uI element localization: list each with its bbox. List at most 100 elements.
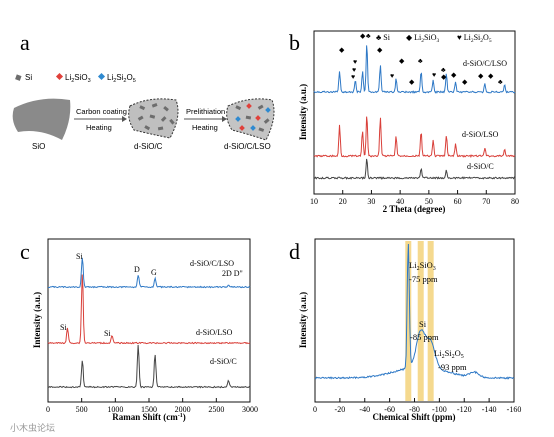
x-tick-label: -20 bbox=[335, 405, 346, 414]
sio-label: SiO bbox=[32, 142, 45, 151]
peak-marker: ♥ bbox=[352, 66, 356, 74]
x-tick-label: -160 bbox=[507, 405, 522, 414]
panel-b: b 10 20 30 40 50 60 70 80 2 Theta (degree) Inte… bbox=[289, 30, 519, 214]
panel-a-letter: a bbox=[20, 30, 30, 55]
x-tick-label: -100 bbox=[432, 405, 447, 414]
panel-d-ann-li2si2o5: Li2Si2O5 bbox=[434, 348, 464, 360]
li2sio3-legend-marker bbox=[55, 72, 64, 81]
x-tick-label: 80 bbox=[511, 197, 519, 206]
x-tick-label: 20 bbox=[339, 197, 347, 206]
club-icon: ♣ bbox=[376, 33, 382, 42]
panel-d-ann-si: Si bbox=[419, 319, 427, 329]
panel-b-peak-markers: ◆ ♥ ♥ ♥ ◆ ♣ ◆ ♥ ◆ ◆ ♣ ♥ ♣ ◆ ◆ ◆ ◆ ◆ ♣ bbox=[339, 32, 503, 86]
x-tick-label: -140 bbox=[482, 405, 497, 414]
peak-marker: ◆ bbox=[451, 71, 457, 79]
x-tick-label: 0 bbox=[46, 405, 50, 414]
panel-d-x-axis-label: Chemical Shift (ppm) bbox=[373, 412, 456, 422]
diamond-icon: ◆ bbox=[406, 33, 413, 42]
li2sio3-legend-label: Li2SiO3 bbox=[65, 73, 91, 84]
panel-d-highlights bbox=[405, 241, 434, 401]
panel-b-frame bbox=[313, 30, 516, 195]
panel-b-letter: b bbox=[289, 30, 300, 55]
peak-marker: ♣ bbox=[366, 32, 371, 40]
peak-marker: ◆ bbox=[488, 72, 494, 80]
peak-marker: ♣ bbox=[498, 78, 503, 86]
x-tick-label: -120 bbox=[457, 405, 472, 414]
panel-d-ann-si-ppm: -85 ppm bbox=[410, 332, 439, 342]
step2-arrowhead bbox=[222, 116, 227, 122]
panel-b-series-label-lso-c: d-SiO/C/LSO bbox=[463, 59, 507, 68]
peak-marker: ◆ bbox=[399, 57, 405, 65]
series-line bbox=[314, 243, 515, 380]
series-line bbox=[47, 344, 251, 389]
panel-c-letter: c bbox=[20, 239, 30, 264]
li2si2o5-legend-label: Li2Si2O5 bbox=[107, 73, 136, 84]
peak-marker: ♣ bbox=[418, 57, 423, 65]
peak-marker: ♥ bbox=[351, 73, 355, 81]
d-sio-c-lso-label: d-SiO/C/LSO bbox=[224, 142, 271, 151]
step1-arrowhead bbox=[122, 116, 127, 122]
x-tick-label: 2000 bbox=[175, 405, 191, 414]
panel-c-curves bbox=[47, 257, 251, 389]
li2si2o5-legend-marker bbox=[97, 72, 106, 81]
step2-top-label: Prelithiation bbox=[186, 107, 225, 116]
d-sio-c-lso-grains bbox=[235, 103, 271, 132]
x-tick-label: 0 bbox=[313, 405, 317, 414]
panel-c-x-axis-label: Raman Shift (cm-1) bbox=[112, 412, 186, 422]
step1-bottom-label: Heating bbox=[86, 123, 112, 132]
peak-marker: ♥ bbox=[390, 72, 394, 80]
step2-bottom-label: Heating bbox=[192, 123, 218, 132]
panel-d-y-axis-label: Intensity (a.u.) bbox=[298, 292, 308, 348]
panel-b-curves bbox=[313, 45, 516, 180]
panel-c: c 0 500 1000 1500 2000 2500 3000 Raman Shift (… bbox=[20, 238, 258, 422]
highlight-band bbox=[405, 241, 412, 401]
panel-c-peak-2d: 2D D" bbox=[222, 269, 243, 278]
highlight-band bbox=[427, 241, 434, 401]
x-tick-label: 1500 bbox=[141, 405, 157, 414]
heart-icon: ♥ bbox=[457, 33, 462, 42]
series-line bbox=[313, 116, 516, 158]
panel-b-x-ticks: 10 20 30 40 50 60 70 80 bbox=[310, 190, 519, 206]
peak-marker: ◆ bbox=[339, 46, 345, 54]
panel-a: a Si Li2SiO3 Li2Si2O5 SiO Carbon coating… bbox=[12, 30, 275, 151]
step1-top-label: Carbon coating bbox=[76, 107, 127, 116]
panel-d: d 0 -20 -40 -60 -80 -100 -120 -140 -160 Chemical… bbox=[289, 238, 521, 422]
panel-b-y-axis-label: Intensity (a.u.) bbox=[298, 84, 308, 140]
x-tick-label: 50 bbox=[425, 197, 433, 206]
x-tick-label: 60 bbox=[454, 197, 462, 206]
x-tick-label: 2500 bbox=[208, 405, 224, 414]
x-tick-label: 10 bbox=[310, 197, 318, 206]
x-tick-label: 30 bbox=[367, 197, 375, 206]
panel-b-x-axis-label: 2 Theta (degree) bbox=[383, 204, 446, 214]
x-tick-label: 3000 bbox=[242, 405, 258, 414]
panel-d-x-ticks: 0 -20 -40 -60 -80 -100 -120 -140 -160 bbox=[313, 398, 521, 414]
x-tick-label: 70 bbox=[482, 197, 490, 206]
panel-c-y-axis-label: Intensity (a.u.) bbox=[32, 292, 42, 348]
peak-marker: ♣ bbox=[441, 66, 446, 74]
panel-c-series-label-lso: d-SiO/LSO bbox=[196, 328, 233, 337]
peak-marker: ♥ bbox=[353, 58, 357, 66]
peak-marker: ◆ bbox=[462, 78, 468, 86]
panel-b-series-label-lso: d-SiO/LSO bbox=[462, 130, 499, 139]
peak-marker: ◆ bbox=[478, 72, 484, 80]
sio-particle bbox=[12, 98, 71, 140]
x-tick-label: 1000 bbox=[107, 405, 123, 414]
panel-d-curves bbox=[314, 243, 515, 380]
panel-c-peak-si-mid2: Si bbox=[104, 329, 111, 338]
panel-c-peak-si-mid1: Si bbox=[60, 323, 67, 332]
x-tick-label: -60 bbox=[384, 405, 395, 414]
series-line bbox=[313, 45, 516, 94]
series-line bbox=[47, 274, 251, 345]
peak-marker: ◆ bbox=[409, 78, 415, 86]
panel-b-legend-li2si2o5: ♥ Li2Si2O5 bbox=[457, 33, 492, 44]
x-tick-label: 40 bbox=[396, 197, 404, 206]
si-legend-marker bbox=[15, 74, 22, 81]
peak-marker: ◆ bbox=[377, 46, 383, 54]
panel-b-legend-li2sio3: ◆ Li2SiO3 bbox=[406, 33, 439, 44]
panel-c-peak-d: D bbox=[134, 265, 140, 274]
panel-d-ann-li2si2o5-ppm: -93 ppm bbox=[438, 362, 467, 372]
panel-d-ann-li2sio3: Li2SiO3 bbox=[409, 260, 436, 272]
panel-c-series-label-c: d-SiO/C bbox=[210, 357, 237, 366]
x-tick-label: -80 bbox=[409, 405, 420, 414]
